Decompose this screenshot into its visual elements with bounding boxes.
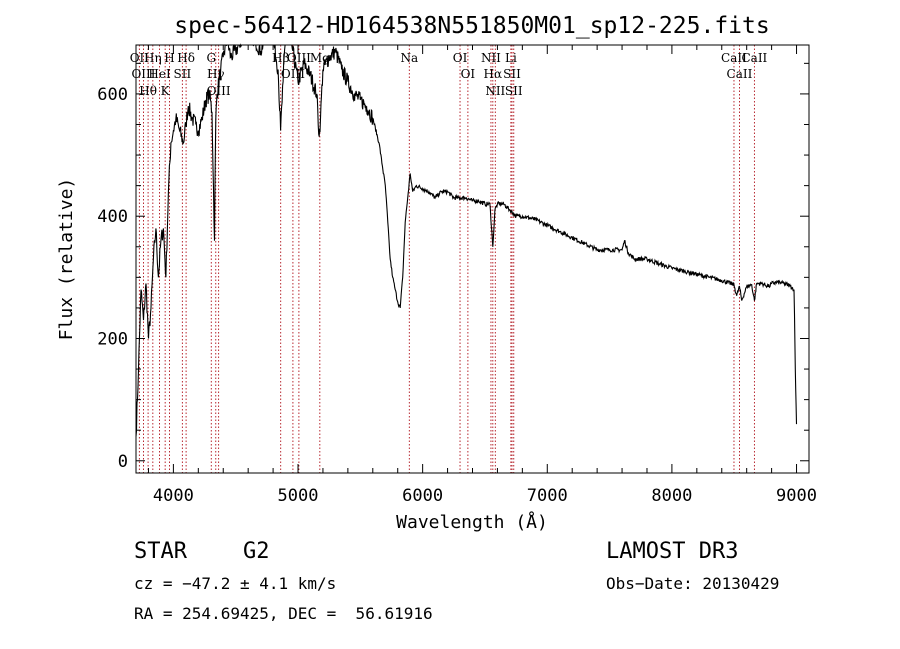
- line-marker-label: HeI: [148, 67, 171, 81]
- line-marker-label: Hγ: [207, 67, 225, 81]
- x-tick-label: 7000: [527, 486, 568, 506]
- line-marker-label: H: [164, 51, 174, 65]
- y-tick-label: 200: [97, 329, 128, 349]
- line-marker-label: OIII: [131, 67, 155, 81]
- line-marker-label: OIII: [287, 51, 311, 65]
- line-marker-label: OI: [453, 51, 468, 65]
- x-tick-label: 9000: [776, 486, 817, 506]
- x-axis-label: Wavelength (Å): [396, 511, 548, 533]
- x-tick-label: 5000: [278, 486, 319, 506]
- object-type: STAR: [134, 539, 187, 564]
- line-marker-label: CaII: [741, 51, 767, 65]
- observation-date: Obs−Date: 20130429: [606, 574, 780, 593]
- line-marker-label: K: [161, 84, 171, 98]
- line-marker-label: Hδ: [177, 51, 195, 65]
- x-tick-label: 4000: [153, 486, 194, 506]
- line-marker-label: SII: [505, 84, 523, 98]
- redshift-velocity: cz = −47.2 ± 4.1 km/s: [134, 574, 337, 593]
- x-tick-label: 6000: [402, 486, 443, 506]
- line-marker-label: CaII: [727, 67, 753, 81]
- line-marker-label: Hθ: [139, 84, 157, 98]
- line-marker-label: Hα: [484, 67, 503, 81]
- line-marker-label: NII: [481, 51, 501, 65]
- y-tick-label: 600: [97, 85, 128, 105]
- line-marker-label: OII: [130, 51, 150, 65]
- x-tick-label: 8000: [651, 486, 692, 506]
- coordinates: RA = 254.69425, DEC = 56.61916: [134, 604, 433, 623]
- line-marker-label: Na: [400, 51, 418, 65]
- line-marker-label: SII: [174, 67, 192, 81]
- line-marker-label: OIII: [207, 84, 231, 98]
- y-tick-label: 0: [118, 452, 128, 472]
- line-marker-label: Hη: [144, 51, 162, 65]
- subclass: G2: [243, 539, 270, 564]
- x-axis-ticks: 4000 5000 6000 7000 8000 9000: [147, 45, 817, 506]
- line-marker-label: NII: [485, 84, 505, 98]
- survey-name: LAMOST DR3: [606, 539, 739, 564]
- y-axis-label: Flux (relative): [56, 178, 77, 341]
- spectrum-line: [135, 43, 798, 437]
- line-marker-label: Li: [505, 51, 517, 65]
- line-marker-label: OI: [461, 67, 476, 81]
- plot-frame: [135, 44, 810, 474]
- line-markers: [138, 45, 755, 473]
- y-tick-label: 400: [97, 207, 128, 227]
- line-marker-label: SII: [503, 67, 521, 81]
- chart-title: spec-56412-HD164538N551850M01_sp12-225.f…: [174, 13, 769, 39]
- line-marker-label: G: [206, 51, 216, 65]
- y-axis-ticks: 0 200 400 600: [97, 62, 809, 472]
- line-marker-label: CaII: [721, 51, 747, 65]
